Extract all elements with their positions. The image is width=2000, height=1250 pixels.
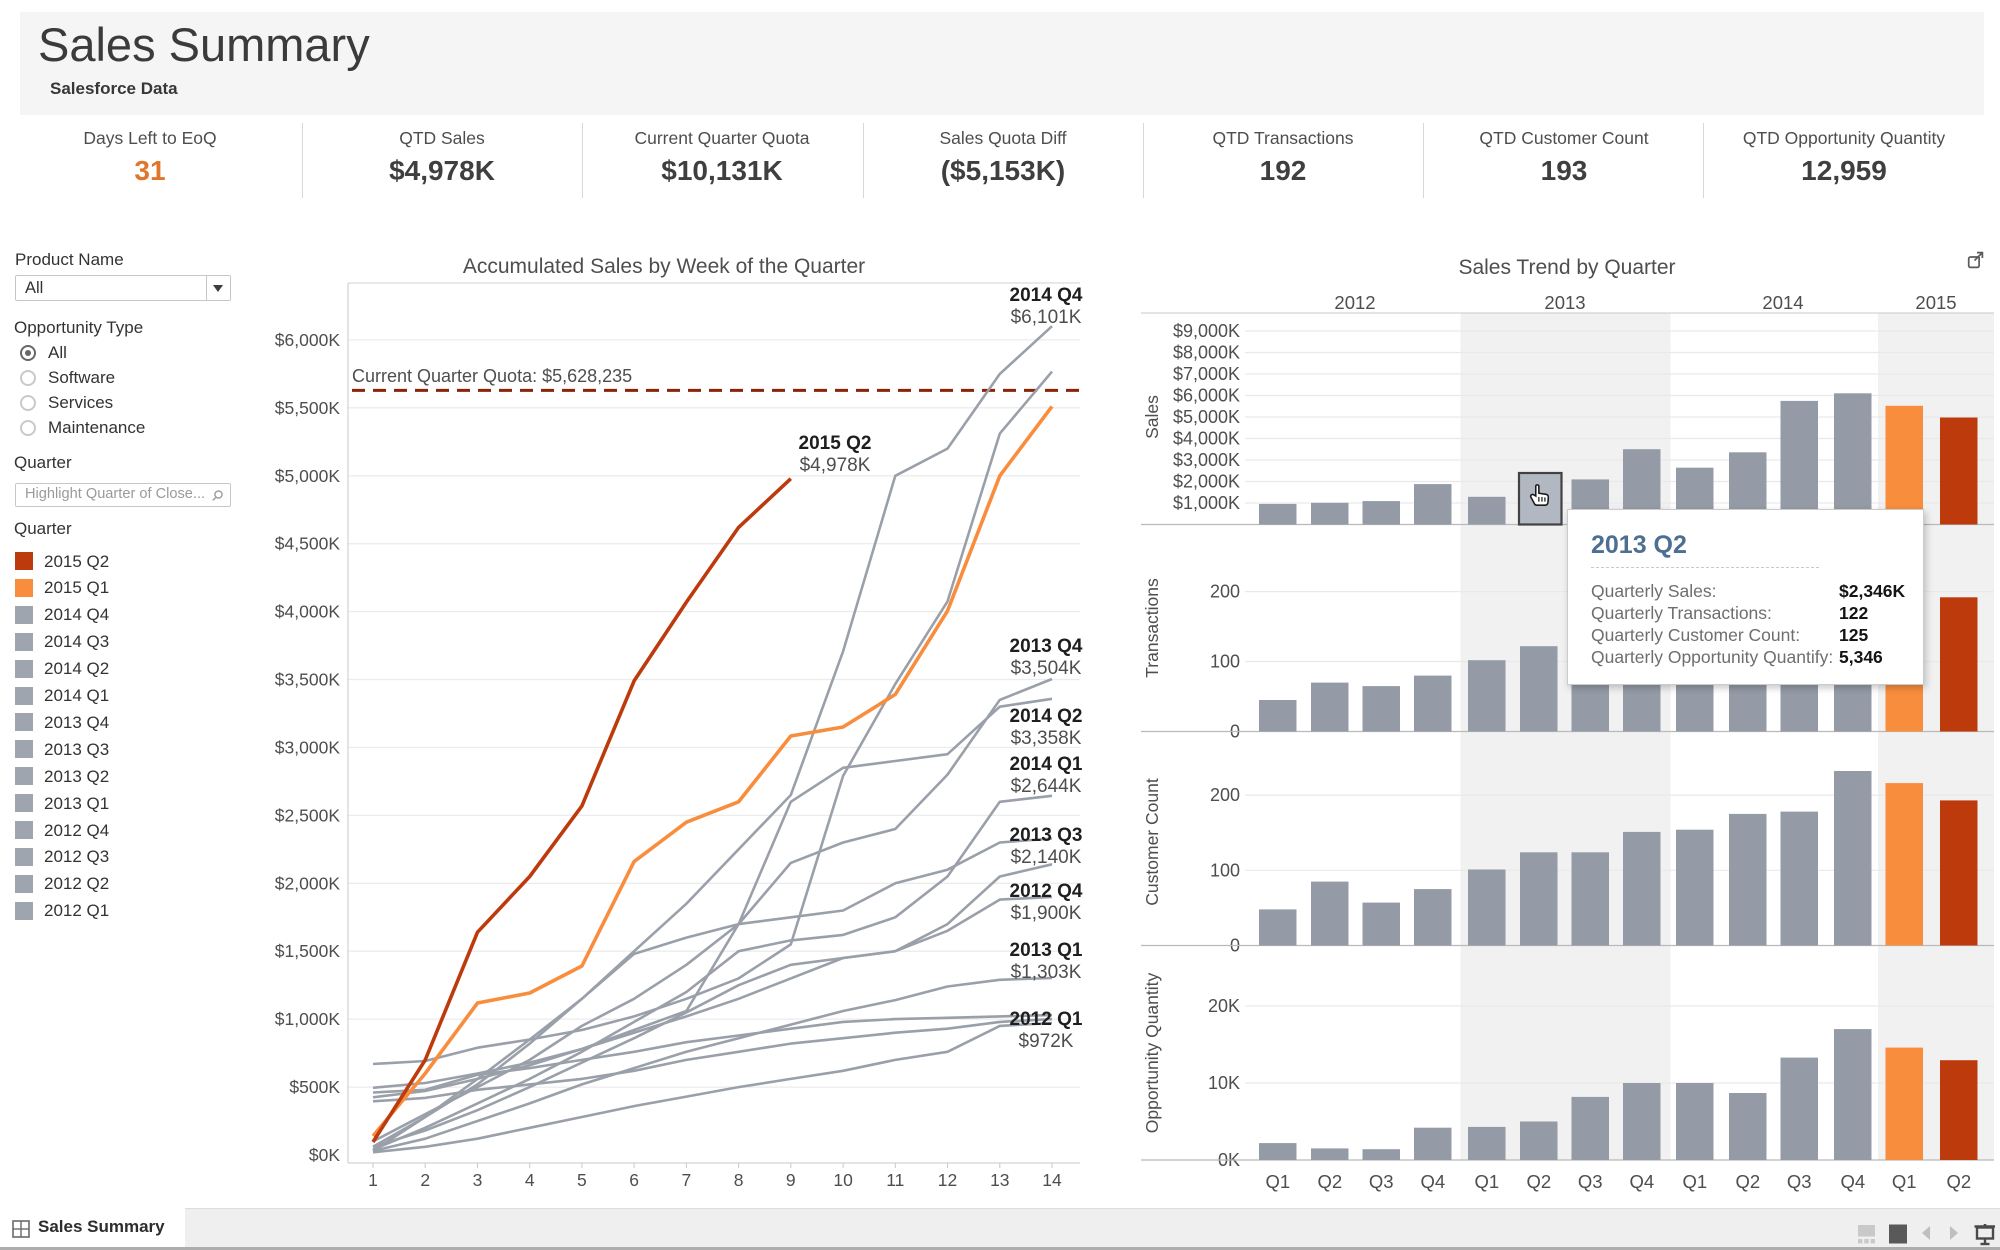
svg-text:1: 1 — [368, 1170, 378, 1190]
svg-text:2013: 2013 — [1544, 292, 1585, 313]
svg-text:Sales Trend by Quarter: Sales Trend by Quarter — [1458, 256, 1675, 279]
svg-text:Q4: Q4 — [1420, 1171, 1445, 1192]
svg-text:10K: 10K — [1208, 1073, 1240, 1093]
svg-text:$3,000K: $3,000K — [1173, 450, 1240, 470]
svg-text:Q2: Q2 — [1317, 1171, 1342, 1192]
svg-text:$5,000K: $5,000K — [275, 466, 341, 486]
svg-text:Q2: Q2 — [1946, 1171, 1971, 1192]
svg-text:$1,000K: $1,000K — [275, 1009, 341, 1029]
svg-text:Accumulated Sales by Week of t: Accumulated Sales by Week of the Quarter — [463, 255, 865, 278]
svg-text:$3,358K: $3,358K — [1011, 728, 1082, 749]
svg-text:14: 14 — [1042, 1170, 1062, 1190]
svg-text:Customer Count: Customer Count — [1142, 778, 1162, 906]
svg-text:$1,000K: $1,000K — [1173, 493, 1240, 513]
svg-text:20K: 20K — [1208, 996, 1240, 1016]
svg-text:5: 5 — [577, 1170, 587, 1190]
svg-text:6: 6 — [629, 1170, 639, 1190]
svg-text:Q3: Q3 — [1578, 1171, 1603, 1192]
svg-text:Q1: Q1 — [1265, 1171, 1290, 1192]
svg-text:$4,500K: $4,500K — [275, 534, 341, 554]
svg-text:2015: 2015 — [1915, 292, 1956, 313]
svg-text:Q4: Q4 — [1840, 1171, 1865, 1192]
svg-text:$2,000K: $2,000K — [1173, 472, 1240, 492]
svg-text:$1,303K: $1,303K — [1011, 962, 1082, 983]
svg-text:100: 100 — [1210, 860, 1240, 880]
svg-text:2: 2 — [420, 1170, 430, 1190]
svg-text:2012: 2012 — [1334, 292, 1375, 313]
svg-text:$5,000K: $5,000K — [1173, 407, 1240, 427]
svg-text:Q2: Q2 — [1735, 1171, 1760, 1192]
svg-text:$1,900K: $1,900K — [1011, 903, 1082, 924]
svg-text:100: 100 — [1210, 652, 1240, 672]
svg-text:$5,500K: $5,500K — [275, 398, 341, 418]
svg-text:$4,000K: $4,000K — [1173, 429, 1240, 449]
svg-text:4: 4 — [525, 1170, 535, 1190]
svg-text:$7,000K: $7,000K — [1173, 364, 1240, 384]
svg-text:Q2: Q2 — [1526, 1171, 1551, 1192]
svg-text:$4,978K: $4,978K — [800, 455, 871, 476]
svg-text:$2,644K: $2,644K — [1011, 776, 1082, 797]
svg-text:10: 10 — [833, 1170, 853, 1190]
svg-text:9: 9 — [786, 1170, 796, 1190]
svg-text:Transactions: Transactions — [1142, 578, 1162, 678]
svg-text:Sales: Sales — [1142, 395, 1162, 439]
svg-text:Q1: Q1 — [1892, 1171, 1917, 1192]
svg-text:200: 200 — [1210, 582, 1240, 602]
svg-text:$2,500K: $2,500K — [275, 805, 341, 825]
svg-text:11: 11 — [886, 1170, 904, 1190]
svg-text:$500K: $500K — [289, 1077, 340, 1097]
svg-text:Q1: Q1 — [1682, 1171, 1707, 1192]
svg-text:$0K: $0K — [309, 1145, 340, 1165]
svg-text:2014 Q1: 2014 Q1 — [1010, 754, 1083, 775]
svg-text:8: 8 — [734, 1170, 744, 1190]
svg-text:Q1: Q1 — [1474, 1171, 1499, 1192]
svg-text:Q3: Q3 — [1369, 1171, 1394, 1192]
svg-text:$972K: $972K — [1019, 1031, 1074, 1052]
svg-text:Opportunity Quantity: Opportunity Quantity — [1142, 973, 1162, 1134]
svg-text:2013 Q4: 2013 Q4 — [1010, 636, 1083, 657]
svg-text:Q3: Q3 — [1787, 1171, 1812, 1192]
svg-text:$4,000K: $4,000K — [275, 602, 341, 622]
svg-text:2015 Q2: 2015 Q2 — [799, 433, 872, 454]
svg-text:$1,500K: $1,500K — [275, 941, 341, 961]
svg-text:2013 Q3: 2013 Q3 — [1010, 825, 1083, 846]
svg-text:12: 12 — [938, 1170, 957, 1190]
svg-text:3: 3 — [473, 1170, 483, 1190]
svg-text:2012 Q4: 2012 Q4 — [1010, 881, 1083, 902]
svg-text:2012 Q1: 2012 Q1 — [1010, 1009, 1083, 1030]
svg-text:$3,500K: $3,500K — [275, 670, 341, 690]
svg-text:$9,000K: $9,000K — [1173, 321, 1240, 341]
svg-text:$6,000K: $6,000K — [275, 330, 341, 350]
svg-text:Current Quarter Quota: $5,628,: Current Quarter Quota: $5,628,235 — [352, 366, 632, 386]
svg-text:$3,504K: $3,504K — [1011, 658, 1082, 679]
svg-text:$3,000K: $3,000K — [275, 738, 341, 758]
svg-text:200: 200 — [1210, 785, 1240, 805]
svg-text:$6,000K: $6,000K — [1173, 386, 1240, 406]
svg-text:$2,000K: $2,000K — [275, 873, 341, 893]
svg-text:2013 Q1: 2013 Q1 — [1010, 940, 1083, 961]
svg-text:$2,140K: $2,140K — [1011, 847, 1082, 868]
svg-text:Q4: Q4 — [1629, 1171, 1654, 1192]
svg-text:$8,000K: $8,000K — [1173, 343, 1240, 363]
svg-text:2014 Q2: 2014 Q2 — [1010, 706, 1083, 727]
svg-text:7: 7 — [682, 1170, 692, 1190]
svg-text:$6,101K: $6,101K — [1011, 307, 1082, 328]
svg-text:2014: 2014 — [1762, 292, 1803, 313]
svg-text:2014 Q4: 2014 Q4 — [1010, 285, 1083, 306]
svg-text:13: 13 — [990, 1170, 1009, 1190]
